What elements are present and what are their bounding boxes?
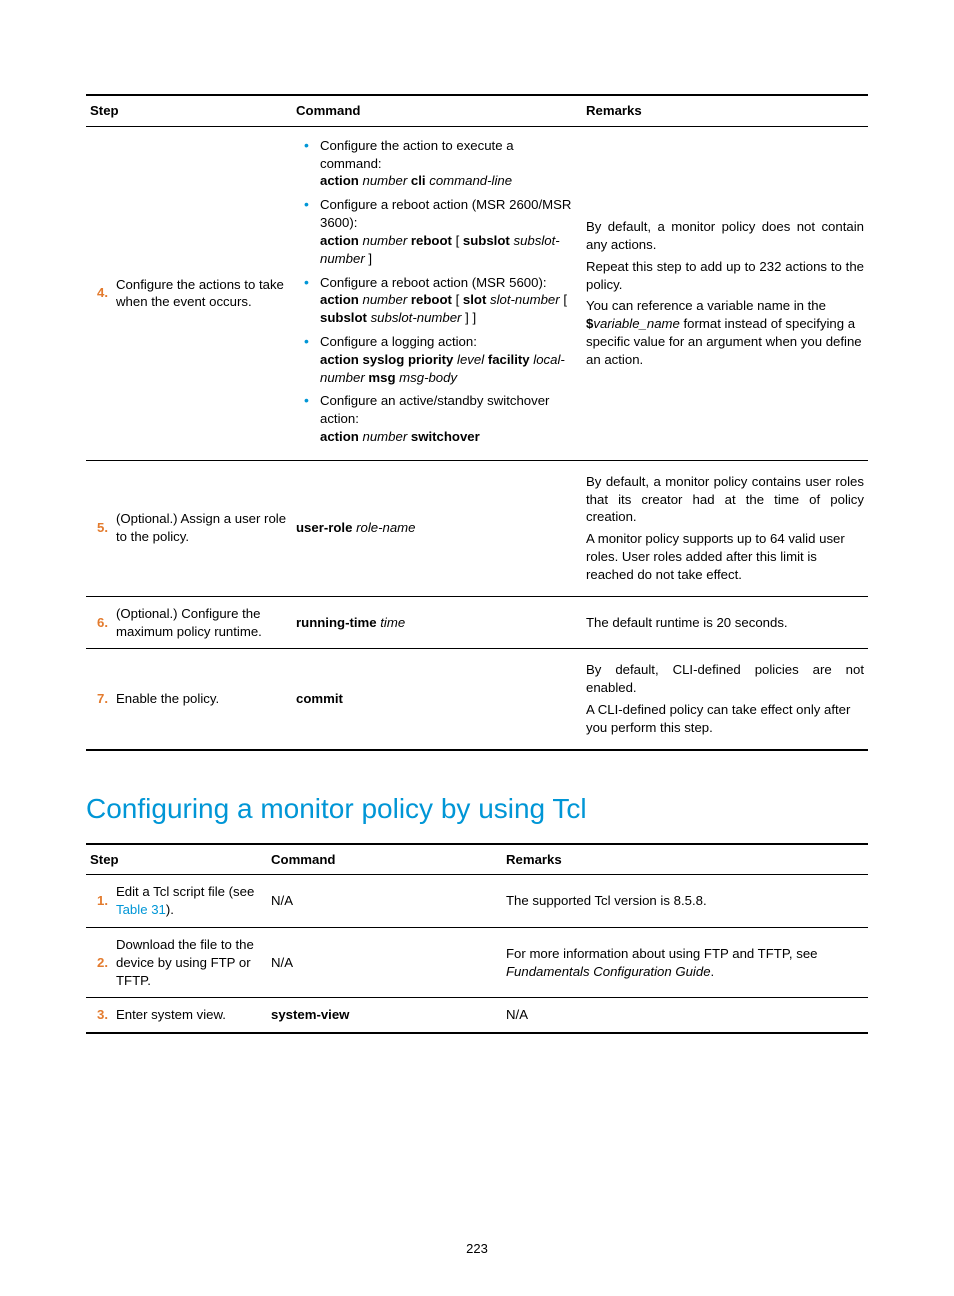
list-item: Configure a reboot action (MSR 5600): ac… [320, 274, 578, 327]
table-row: 3. Enter system view. system-view N/A [86, 998, 868, 1033]
step-text: Configure the actions to take when the e… [112, 126, 292, 460]
step-number: 7. [86, 649, 112, 750]
remarks-text: A monitor policy supports up to 64 valid… [586, 530, 864, 583]
steps-table-2: Step Command Remarks 1. Edit a Tcl scrip… [86, 843, 868, 1035]
section-title: Configuring a monitor policy by using Tc… [86, 793, 868, 825]
step-text: (Optional.) Assign a user role to the po… [112, 460, 292, 596]
step-number: 6. [86, 596, 112, 649]
command-cell: running-time time [292, 596, 582, 649]
steps-table-1: Step Command Remarks 4. Configure the ac… [86, 94, 868, 751]
table-row: 2. Download the file to the device by us… [86, 928, 868, 998]
list-item: Configure an active/standby switchover a… [320, 392, 578, 445]
table-row: 5. (Optional.) Assign a user role to the… [86, 460, 868, 596]
remarks-text: By default, a monitor policy does not co… [586, 218, 864, 254]
step-text: Edit a Tcl script file (see Table 31). [112, 875, 267, 928]
command-list: Configure the action to execute a comman… [296, 137, 578, 446]
remarks-text: The default runtime is 20 seconds. [586, 614, 864, 632]
t2-header-step: Step [86, 844, 267, 875]
list-item: Configure a logging action: action syslo… [320, 333, 578, 386]
remarks-text: By default, CLI-defined policies are not… [586, 661, 864, 697]
step-text: Enter system view. [112, 998, 267, 1033]
table-row: 6. (Optional.) Configure the maximum pol… [86, 596, 868, 649]
table-row: 7. Enable the policy. commit By default,… [86, 649, 868, 750]
remarks-text: A CLI-defined policy can take effect onl… [586, 701, 864, 737]
table-link[interactable]: Table 31 [116, 902, 166, 917]
command-cell: user-role role-name [292, 460, 582, 596]
table-row: 4. Configure the actions to take when th… [86, 126, 868, 460]
remarks-text: Repeat this step to add up to 232 action… [586, 258, 864, 294]
step-text: Download the file to the device by using… [112, 928, 267, 998]
t1-header-remarks: Remarks [582, 95, 868, 126]
t1-header-step: Step [86, 95, 292, 126]
t2-header-command: Command [267, 844, 502, 875]
remarks-text: You can reference a variable name in the… [586, 297, 864, 368]
remarks-cell: By default, a monitor policy does not co… [582, 126, 868, 460]
command-cell: N/A [267, 875, 502, 928]
t1-header-command: Command [292, 95, 582, 126]
step-text: (Optional.) Configure the maximum policy… [112, 596, 292, 649]
page-number: 223 [0, 1241, 954, 1256]
list-item: Configure a reboot action (MSR 2600/MSR … [320, 196, 578, 267]
remarks-cell: The default runtime is 20 seconds. [582, 596, 868, 649]
step-text: Enable the policy. [112, 649, 292, 750]
command-cell: Configure the action to execute a comman… [292, 126, 582, 460]
command-cell: system-view [267, 998, 502, 1033]
step-number: 3. [86, 998, 112, 1033]
remarks-cell: By default, a monitor policy contains us… [582, 460, 868, 596]
step-number: 4. [86, 126, 112, 460]
remarks-cell: N/A [502, 998, 868, 1033]
command-cell: N/A [267, 928, 502, 998]
command-cell: commit [292, 649, 582, 750]
remarks-cell: By default, CLI-defined policies are not… [582, 649, 868, 750]
list-item: Configure the action to execute a comman… [320, 137, 578, 190]
remarks-cell: The supported Tcl version is 8.5.8. [502, 875, 868, 928]
t2-header-remarks: Remarks [502, 844, 868, 875]
page: Step Command Remarks 4. Configure the ac… [0, 0, 954, 1296]
remarks-text: By default, a monitor policy contains us… [586, 473, 864, 526]
step-number: 2. [86, 928, 112, 998]
step-number: 1. [86, 875, 112, 928]
table-row: 1. Edit a Tcl script file (see Table 31)… [86, 875, 868, 928]
remarks-cell: For more information about using FTP and… [502, 928, 868, 998]
step-number: 5. [86, 460, 112, 596]
